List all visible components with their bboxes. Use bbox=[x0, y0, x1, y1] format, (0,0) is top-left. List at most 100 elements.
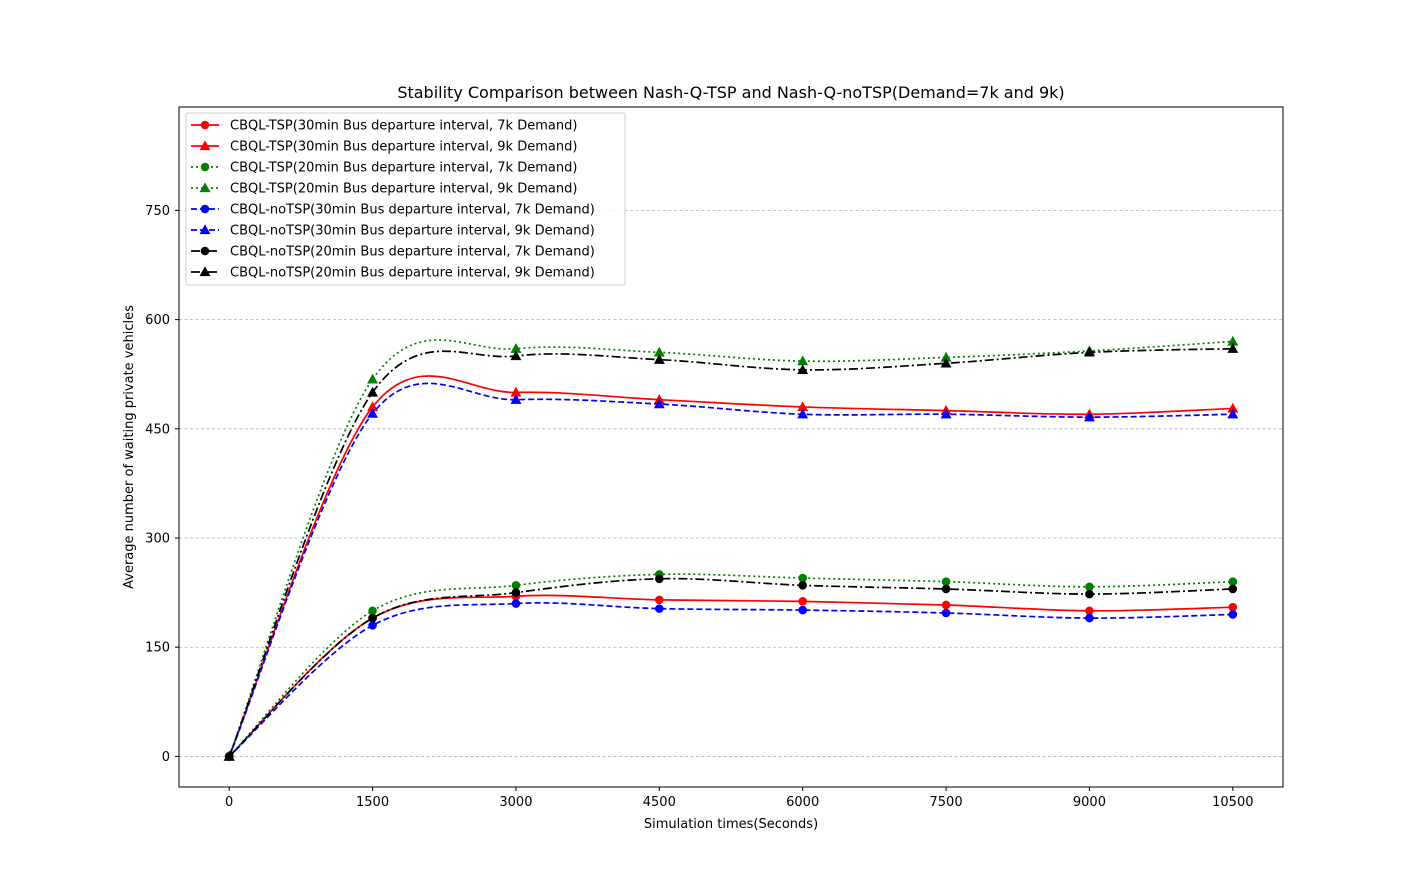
chart-title: Stability Comparison between Nash-Q-TSP … bbox=[397, 83, 1064, 102]
legend-item-3: CBQL-TSP(20min Bus departure interval, 9… bbox=[191, 182, 577, 197]
legend-label-6: CBQL-noTSP(20min Bus departure interval,… bbox=[230, 245, 595, 260]
legend-swatch-marker-5 bbox=[199, 224, 211, 235]
y-axis: 0 150 300 450 600 750 bbox=[145, 204, 179, 765]
series-7-point-3 bbox=[653, 354, 665, 364]
legend-item-2: CBQL-TSP(20min Bus departure interval, 7… bbox=[191, 161, 577, 176]
series-2-point-1 bbox=[368, 606, 377, 616]
series-6-point-7 bbox=[1228, 584, 1238, 594]
legend-label-4: CBQL-noTSP(30min Bus departure interval,… bbox=[230, 203, 595, 218]
legend-box bbox=[185, 112, 626, 286]
series-0-point-7 bbox=[1228, 602, 1238, 612]
series-5-point-4 bbox=[797, 408, 809, 419]
x-axis-label: Simulation times(Seconds) bbox=[644, 817, 818, 832]
legend-swatch-marker-3 bbox=[199, 182, 211, 193]
y-tick-label-5: 750 bbox=[145, 204, 170, 219]
series-5 bbox=[223, 382, 1239, 761]
x-tick-label-1: 1500 bbox=[356, 795, 389, 810]
legend-item-7: CBQL-noTSP(20min Bus departure interval,… bbox=[191, 266, 595, 281]
series-7-point-6 bbox=[1083, 346, 1095, 357]
series-7-point-1 bbox=[367, 386, 379, 397]
series-7-point-5 bbox=[940, 357, 952, 368]
x-tick-label-7: 10500 bbox=[1212, 795, 1253, 810]
legend-swatch-marker-6 bbox=[200, 246, 210, 256]
legend-item-0: CBQL-TSP(30min Bus departure interval, 7… bbox=[191, 119, 577, 134]
series-5-point-6 bbox=[1083, 411, 1095, 422]
legend-label-2: CBQL-TSP(20min Bus departure interval, 7… bbox=[230, 161, 577, 176]
series-3-point-1 bbox=[367, 373, 379, 384]
series-6-point-6 bbox=[1085, 589, 1094, 599]
x-tick-label-2: 3000 bbox=[499, 795, 532, 810]
series-5-point-5 bbox=[940, 408, 952, 419]
legend-label-3: CBQL-TSP(20min Bus departure interval, 9… bbox=[230, 182, 577, 197]
x-tick-label-5: 7500 bbox=[930, 795, 963, 810]
series-line-3 bbox=[228, 339, 1233, 757]
series-6-point-5 bbox=[941, 584, 951, 594]
legend-swatch-marker-2 bbox=[200, 162, 210, 172]
series-6-point-4 bbox=[798, 581, 807, 590]
series-4-point-4 bbox=[798, 605, 807, 615]
legend-label-1: CBQL-TSP(30min Bus departure interval, 9… bbox=[230, 140, 577, 155]
legend-swatch-marker-1 bbox=[199, 140, 211, 151]
series-4-point-2 bbox=[511, 599, 521, 608]
series-0-point-6 bbox=[1085, 606, 1094, 616]
series-5-point-1 bbox=[367, 407, 379, 418]
series-line-0 bbox=[228, 594, 1233, 758]
series-line-6 bbox=[228, 577, 1233, 758]
series-4-point-3 bbox=[655, 604, 664, 613]
series-7-point-2 bbox=[510, 350, 522, 361]
series-line-2 bbox=[228, 573, 1233, 758]
grid bbox=[179, 209, 1283, 757]
y-tick-label-1: 150 bbox=[145, 641, 170, 656]
legend-swatch-marker-0 bbox=[200, 120, 210, 130]
series-5-point-2 bbox=[510, 394, 522, 404]
y-tick-label-0: 0 bbox=[162, 750, 170, 765]
x-axis: 0 1500 3000 4500 6000 7500 9000 10500 bbox=[225, 787, 1253, 810]
series-6-point-3 bbox=[655, 574, 664, 584]
x-tick-label-0: 0 bbox=[225, 795, 233, 810]
plot-frame bbox=[178, 106, 1284, 788]
series-2-point-7 bbox=[1228, 577, 1238, 586]
legend-label-5: CBQL-noTSP(30min Bus departure interval,… bbox=[230, 224, 595, 239]
series-7 bbox=[223, 343, 1239, 761]
legend-label-7: CBQL-noTSP(20min Bus departure interval,… bbox=[230, 266, 595, 281]
series-4-point-7 bbox=[1228, 610, 1238, 619]
legend-item-5: CBQL-noTSP(30min Bus departure interval,… bbox=[191, 224, 595, 239]
y-axis-label: Average number of waiting private vehicl… bbox=[122, 305, 137, 589]
series-4 bbox=[224, 599, 1238, 761]
legend-swatch-marker-4 bbox=[200, 204, 210, 214]
series-2-point-6 bbox=[1085, 582, 1094, 592]
legend: CBQL-TSP(30min Bus departure interval, 7… bbox=[185, 112, 626, 286]
y-tick-label-4: 600 bbox=[145, 313, 170, 328]
series-4-point-1 bbox=[368, 621, 377, 630]
x-tick-label-4: 6000 bbox=[786, 795, 819, 810]
series-2-point-2 bbox=[511, 581, 521, 590]
series-0-point-3 bbox=[655, 595, 664, 605]
series-0-point-5 bbox=[941, 600, 951, 610]
series-6 bbox=[224, 574, 1238, 761]
series-layer bbox=[223, 335, 1239, 761]
series-7-point-0 bbox=[223, 750, 235, 761]
series-7-point-7 bbox=[1227, 343, 1239, 353]
x-tick-label-6: 9000 bbox=[1073, 795, 1106, 810]
legend-item-6: CBQL-noTSP(20min Bus departure interval,… bbox=[191, 245, 595, 260]
y-tick-label-2: 300 bbox=[145, 532, 170, 547]
series-line-4 bbox=[228, 602, 1233, 758]
series-3 bbox=[223, 335, 1239, 761]
legend-swatch-marker-7 bbox=[199, 266, 211, 277]
series-1 bbox=[223, 375, 1239, 761]
series-6-point-2 bbox=[511, 588, 521, 597]
series-4-point-6 bbox=[1085, 613, 1094, 623]
series-4-point-5 bbox=[941, 608, 951, 618]
series-0-point-4 bbox=[798, 597, 807, 606]
series-7-point-4 bbox=[797, 364, 809, 375]
series-line-7 bbox=[228, 347, 1233, 757]
series-line-5 bbox=[228, 382, 1233, 757]
x-tick-label-3: 4500 bbox=[643, 795, 676, 810]
legend-item-1: CBQL-TSP(30min Bus departure interval, 9… bbox=[191, 140, 577, 155]
series-5-point-3 bbox=[653, 398, 665, 409]
legend-item-4: CBQL-noTSP(30min Bus departure interval,… bbox=[191, 203, 595, 218]
series-2 bbox=[224, 570, 1238, 761]
series-2-point-5 bbox=[941, 577, 951, 586]
series-line-1 bbox=[228, 375, 1233, 757]
series-2-point-4 bbox=[798, 573, 807, 583]
